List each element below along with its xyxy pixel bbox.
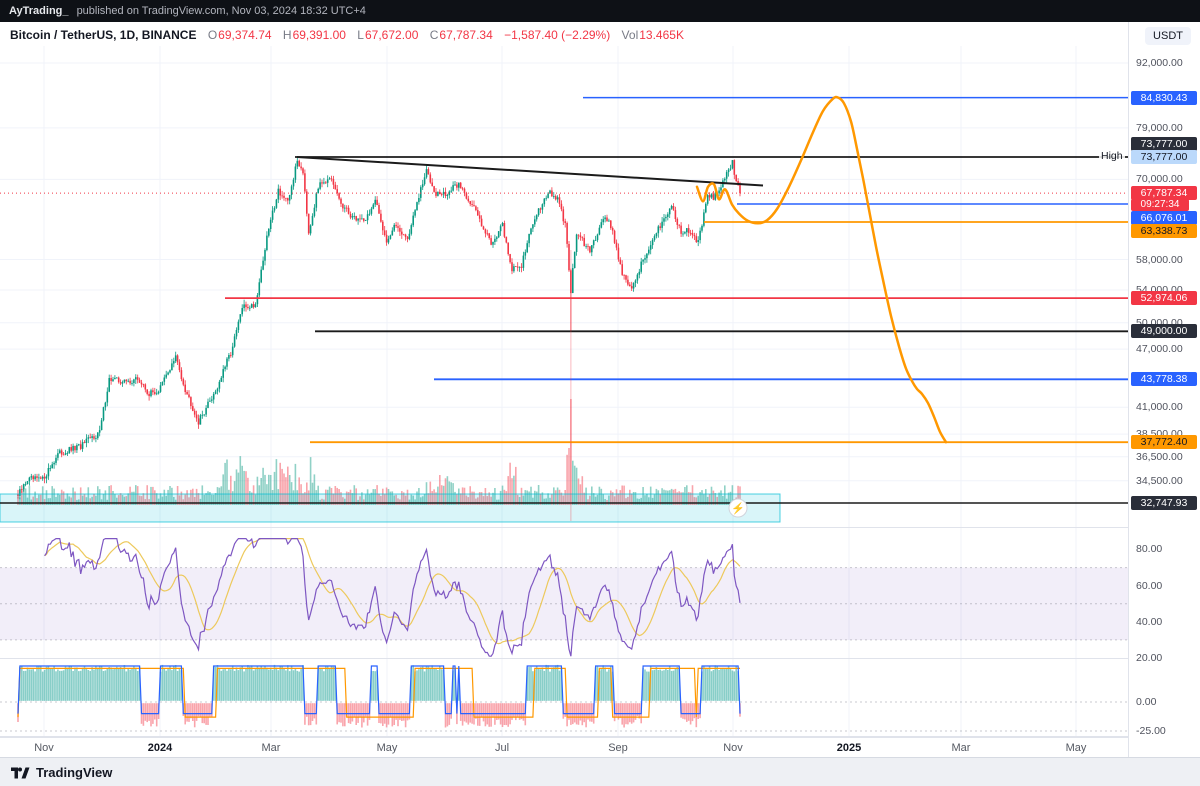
open-label: O: [207, 28, 218, 42]
tradingview-logo[interactable]: TradingView: [10, 765, 112, 781]
author-link[interactable]: AyTrading_: [9, 5, 69, 17]
low-label: L: [357, 28, 364, 42]
currency-toggle-button[interactable]: USDT: [1145, 27, 1191, 45]
price-tick-label: 34,500.00: [1136, 474, 1183, 487]
rsi-line: [44, 537, 741, 657]
candlestick-series: [17, 157, 741, 500]
volume-value: 13.465K: [639, 28, 684, 42]
price-tick-label: 60.00: [1136, 579, 1163, 592]
price-tick-label: 80.00: [1136, 543, 1163, 556]
descending-trendline: [296, 156, 764, 187]
price-line-badge: 37,772.40: [1131, 435, 1197, 450]
osc-blue-line: [17, 665, 741, 715]
price-tick-label: 79,000.00: [1136, 121, 1183, 134]
rsi-band: [0, 567, 1128, 640]
price-line-badge: 52,974.06: [1131, 291, 1197, 306]
price-tick-label: 47,000.00: [1136, 343, 1183, 356]
price-tick-label: 58,000.00: [1136, 253, 1183, 266]
price-line-badge: 73,777.00: [1131, 150, 1197, 164]
footer-bar: TradingView: [0, 757, 1200, 786]
ohlc-close: C67,787.34: [430, 28, 493, 42]
price-tick-label: 41,000.00: [1136, 401, 1183, 414]
ohlc-open: O69,374.74: [208, 28, 272, 42]
price-line-badge: 49,000.00: [1131, 324, 1197, 339]
close-label: C: [429, 28, 439, 42]
grid: [0, 46, 1128, 737]
price-line-badge: 73,777.00: [1131, 137, 1197, 151]
tradingview-brand-text: TradingView: [36, 765, 113, 780]
time-tick-label: May: [1065, 742, 1087, 754]
price-tick-label: 0.00: [1136, 696, 1157, 708]
tradingview-logo-icon: [11, 767, 30, 778]
ohlc-high: H69,391.00: [283, 28, 346, 42]
open-value: 69,374.74: [218, 28, 272, 42]
time-tick-label: 2024: [147, 742, 173, 754]
high-line-label: High: [1099, 150, 1125, 162]
projection-path[interactable]: [695, 95, 948, 444]
symbol-title[interactable]: Bitcoin / TetherUS, 1D, BINANCE: [10, 28, 197, 42]
time-tick-label: Mar: [951, 742, 971, 754]
time-scale[interactable]: Nov 2024 Mar May Jul Sep Nov 2025 Mar May: [0, 737, 1128, 758]
price-tick-label: 36,500.00: [1136, 450, 1183, 463]
oscillator-series: [17, 664, 741, 728]
price-line-badge: 32,747.93: [1131, 496, 1197, 510]
high-value: 69,391.00: [292, 28, 346, 42]
time-tick-label: Jul: [494, 742, 510, 754]
volume-series: [17, 399, 741, 505]
price-scale[interactable]: 92,000.00 79,000.00 70,000.00 58,000.00 54,0…: [1128, 22, 1200, 757]
chart-legend[interactable]: Bitcoin / TetherUS, 1D, BINANCE O69,374.…: [10, 28, 684, 42]
time-tick-label: Nov: [34, 742, 54, 754]
price-chart[interactable]: ⚡: [0, 0, 1128, 757]
drawings[interactable]: [0, 96, 1128, 521]
price-tick-label: 20.00: [1136, 652, 1163, 664]
countdown-badge: 09:27:34: [1131, 199, 1189, 212]
volume-label: Vol: [621, 28, 639, 42]
time-tick-label: May: [376, 742, 398, 754]
ohlc-low: L67,672.00: [357, 28, 418, 42]
time-tick-label: 2025: [836, 742, 862, 754]
price-tick-label: 70,000.00: [1136, 173, 1183, 186]
price-line-badge: 67,787.34: [1131, 186, 1197, 201]
price-tick-label: 40.00: [1136, 615, 1163, 628]
price-line-badge: 63,338.73: [1131, 224, 1197, 238]
change-value: −1,587.40 (−2.29%): [504, 28, 611, 42]
price-tick-label: -25.00: [1136, 725, 1166, 737]
time-tick-label: Nov: [723, 742, 743, 754]
price-line-badge: 66,076.01: [1131, 211, 1197, 225]
high-label: H: [282, 28, 292, 42]
osc-orange-line: [17, 667, 740, 718]
attribution-bar: AyTrading_ published on TradingView.com,…: [0, 0, 1200, 22]
lightning-icon[interactable]: ⚡: [731, 502, 745, 515]
close-value: 67,787.34: [439, 28, 493, 42]
attribution-text: published on TradingView.com, Nov 03, 20…: [76, 5, 366, 17]
price-tick-label: 92,000.00: [1136, 57, 1183, 69]
time-tick-label: Mar: [261, 742, 281, 754]
selected-range-box[interactable]: [0, 493, 781, 523]
price-line-badge: 84,830.43: [1131, 90, 1197, 105]
low-value: 67,672.00: [364, 28, 419, 42]
price-line-badge: 43,778.38: [1131, 372, 1197, 387]
drawing-marker[interactable]: [728, 498, 748, 518]
volume-group: Vol13.465K: [622, 28, 684, 42]
time-tick-label: Sep: [608, 742, 628, 754]
